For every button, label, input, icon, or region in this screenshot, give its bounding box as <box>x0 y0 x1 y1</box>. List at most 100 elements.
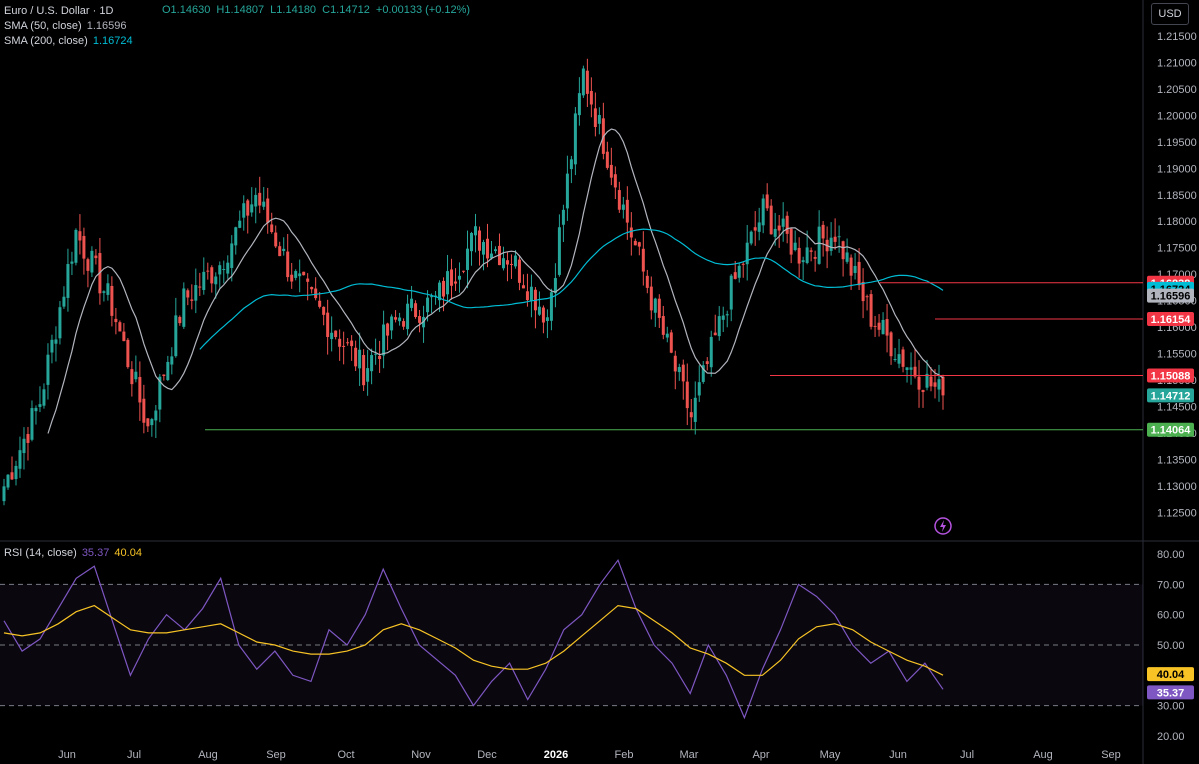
rsi-tick-label: 70.00 <box>1157 579 1185 591</box>
candle-body <box>82 235 86 259</box>
candle-body <box>689 412 693 418</box>
candle-body <box>777 225 781 231</box>
price-tick-label: 1.14500 <box>1157 402 1197 414</box>
candle-body <box>605 151 609 168</box>
candle-body <box>745 242 749 265</box>
candle-body <box>242 203 246 218</box>
ohlc-high: H1.14807 <box>216 4 265 16</box>
candle-body <box>821 224 825 239</box>
price-label-value: 1.16596 <box>1151 291 1191 303</box>
candle-body <box>218 265 222 275</box>
candle-body <box>306 278 310 282</box>
candle-body <box>809 250 813 252</box>
price-label-badge <box>1147 368 1194 383</box>
sma200-legend[interactable]: SMA (200, close) 1.16724 <box>4 34 133 49</box>
candle-body <box>262 201 266 207</box>
candle-body <box>513 255 517 267</box>
lightning-icon-bolt <box>940 520 946 532</box>
candle-body <box>941 376 945 396</box>
candle-body <box>346 342 350 344</box>
candle-body <box>569 159 573 170</box>
x-tick-label: Apr <box>752 749 769 761</box>
candle-body <box>114 318 118 323</box>
candle-body <box>150 419 154 426</box>
rsi-tick-label: 30.00 <box>1157 701 1185 713</box>
candle-body <box>773 228 777 237</box>
candle-body <box>661 316 665 335</box>
candle-body <box>238 220 242 228</box>
ohlc-close: C1.14712 <box>322 4 370 16</box>
x-tick-label: Sep <box>266 749 286 761</box>
candle-body <box>186 290 190 298</box>
candle-body <box>46 354 50 385</box>
candle-body <box>769 205 773 235</box>
candle-body <box>577 93 581 116</box>
candle-body <box>222 268 226 270</box>
candle-body <box>350 340 354 347</box>
price-tick-label: 1.20000 <box>1157 110 1197 122</box>
candle-body <box>198 286 202 288</box>
candle-body <box>741 263 745 265</box>
candle-body <box>254 194 258 207</box>
rsi-line <box>3 558 944 720</box>
candle-body <box>629 227 633 238</box>
candle-body <box>118 322 122 332</box>
candle-body <box>613 174 617 188</box>
candle-body <box>905 367 909 370</box>
candle-body <box>485 238 489 259</box>
candle-body <box>589 90 593 105</box>
chart-legend: Euro / U.S. Dollar · 1D SMA (50, close) … <box>4 4 133 49</box>
x-tick-label: Nov <box>411 749 431 761</box>
candle-body <box>869 294 873 327</box>
candle-body <box>501 258 505 269</box>
candle-body <box>342 345 346 347</box>
x-tick-label: Mar <box>680 749 699 761</box>
candle-body <box>673 355 677 372</box>
candle-body <box>625 199 629 223</box>
candle-body <box>30 408 34 440</box>
candle-body <box>314 288 318 299</box>
price-label-value: 1.15088 <box>1151 370 1191 382</box>
candle-body <box>386 323 390 336</box>
candle-body <box>170 356 174 365</box>
candle-body <box>338 338 342 347</box>
candle-body <box>2 486 6 502</box>
candle-body <box>42 389 46 406</box>
candle-body <box>893 359 897 361</box>
candle-body <box>637 242 641 247</box>
candle-body <box>250 204 254 213</box>
candle-body <box>709 336 713 368</box>
candle-body <box>885 319 889 336</box>
candle-body <box>861 281 865 302</box>
candle-body <box>334 330 338 337</box>
candle-body <box>609 164 613 178</box>
candle-body <box>829 237 833 251</box>
candle-body <box>370 355 374 372</box>
candle-body <box>106 283 110 295</box>
sma50-legend[interactable]: SMA (50, close) 1.16596 <box>4 19 133 34</box>
rsi-tick-label: 80.00 <box>1157 549 1185 561</box>
candle-body <box>489 253 493 259</box>
rsi-legend[interactable]: RSI (14, close) 35.37 40.04 <box>4 547 142 559</box>
price-tick-label: 1.19500 <box>1157 137 1197 149</box>
rsi-value-badge <box>1147 685 1194 700</box>
candle-body <box>110 285 114 316</box>
currency-button[interactable]: USD <box>1151 3 1189 25</box>
candle-body <box>310 286 314 290</box>
candle-body <box>130 369 134 385</box>
candle-body <box>234 227 238 246</box>
candle-body <box>937 379 941 390</box>
candle-body <box>717 316 721 337</box>
x-tick-label: Jun <box>889 749 907 761</box>
candle-body <box>841 241 845 260</box>
candle-body <box>54 339 58 344</box>
sma200-line <box>199 228 944 350</box>
candle-body <box>737 265 741 278</box>
rsi-ma-line <box>3 604 944 676</box>
candle-body <box>274 232 278 247</box>
candle-body <box>793 242 797 251</box>
candle-body <box>406 303 410 330</box>
candle-body <box>749 231 753 244</box>
candle-body <box>158 376 162 410</box>
